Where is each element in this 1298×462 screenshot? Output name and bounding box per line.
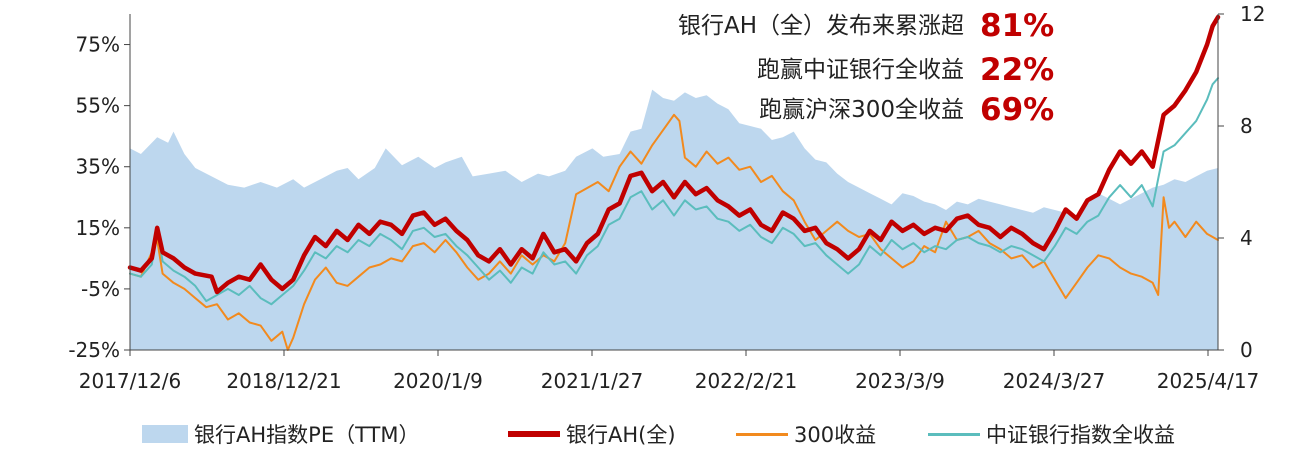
legend-swatch-csi-bank bbox=[928, 432, 980, 436]
legend-label-hs300: 300收益 bbox=[794, 423, 877, 447]
y-left-tick-label: -5% bbox=[81, 277, 120, 301]
x-tick-label: 2023/3/9 bbox=[855, 369, 945, 393]
series-bank-ah-line bbox=[127, 14, 1221, 295]
y-right-tick-label: 12 bbox=[1240, 2, 1265, 26]
y-left-tick-label: 55% bbox=[76, 94, 120, 118]
legend: 银行AH指数PE（TTM） 银行AH(全) 300收益 中证银行指数全收益 bbox=[0, 416, 1298, 452]
x-tick-label: 2017/12/6 bbox=[79, 369, 182, 393]
annotation-text: 跑赢沪深300全收益 bbox=[759, 97, 964, 123]
series-csi-bank-line bbox=[129, 77, 1219, 306]
annotation-value: 69% bbox=[980, 92, 1054, 128]
legend-item-csi-bank: 中证银行指数全收益 bbox=[928, 416, 1175, 452]
legend-label-pe: 银行AH指数PE（TTM） bbox=[194, 423, 420, 447]
axis-layer: 75% 55% 35% 15% -5% -25% 12 8 4 0 2017/12/6 2018/12… bbox=[68, 2, 1265, 393]
legend-swatch-hs300 bbox=[736, 432, 788, 436]
y-right-tick-label: 8 bbox=[1240, 114, 1253, 138]
x-tick-label: 2020/1/9 bbox=[393, 369, 483, 393]
annotation-layer: 银行AH（全）发布来累涨超 81% 跑赢中证银行全收益 22% 跑赢沪深300全收益 69… bbox=[678, 8, 1054, 128]
annotation-text: 银行AH（全）发布来累涨超 bbox=[678, 13, 964, 39]
x-tick-label: 2021/1/27 bbox=[541, 369, 644, 393]
pe-area-layer bbox=[130, 89, 1218, 350]
legend-label-csi-bank: 中证银行指数全收益 bbox=[986, 423, 1175, 447]
y-left-tick-label: 15% bbox=[76, 216, 120, 240]
line-layer bbox=[127, 14, 1221, 351]
legend-item-hs300: 300收益 bbox=[736, 416, 876, 452]
y-left-tick-label: 35% bbox=[76, 155, 120, 179]
legend-swatch-pe bbox=[142, 425, 188, 443]
y-right-tick-label: 0 bbox=[1240, 338, 1253, 362]
legend-label-bank-ah: 银行AH(全) bbox=[566, 423, 676, 447]
annotation-value: 81% bbox=[980, 8, 1054, 44]
y-left-tick-label: -25% bbox=[68, 338, 120, 362]
y-right-tick-label: 4 bbox=[1240, 226, 1253, 250]
annotation-text: 跑赢中证银行全收益 bbox=[757, 57, 964, 83]
chart-canvas: 75% 55% 35% 15% -5% -25% 12 8 4 0 2017/12/6 2018/12… bbox=[68, 2, 1265, 393]
series-pe-area bbox=[130, 89, 1218, 350]
legend-item-bank-ah: 银行AH(全) bbox=[508, 416, 676, 452]
x-tick-label: 2018/12/21 bbox=[226, 369, 341, 393]
series-hs300-line bbox=[129, 113, 1219, 351]
legend-swatch-bank-ah bbox=[508, 431, 560, 437]
annotation-value: 22% bbox=[980, 52, 1054, 88]
legend-item-pe: 银行AH指数PE（TTM） bbox=[142, 416, 420, 452]
x-tick-label: 2024/3/27 bbox=[1003, 369, 1106, 393]
x-tick-label: 2025/4/17 bbox=[1157, 369, 1260, 393]
y-left-tick-label: 75% bbox=[76, 33, 120, 57]
x-tick-label: 2022/2/21 bbox=[695, 369, 798, 393]
